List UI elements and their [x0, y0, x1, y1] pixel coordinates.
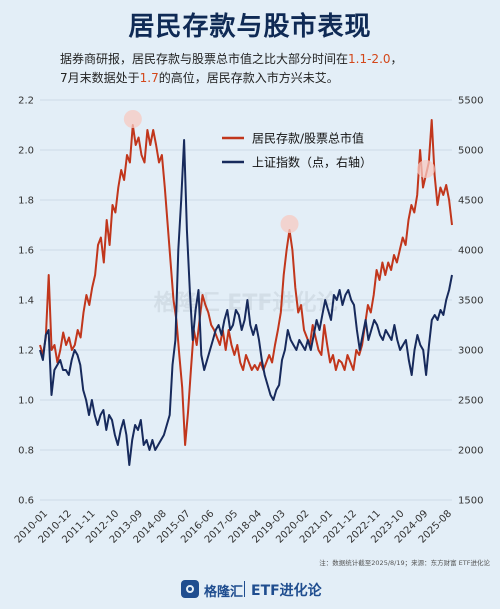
y-left-tick-label: 1.0 [18, 396, 34, 407]
legend-label: 居民存款/股票总市值 [252, 131, 364, 146]
y-right-tick-label: 3000 [458, 346, 483, 357]
y-left-tick-label: 2.0 [18, 146, 34, 157]
subtitle-line2-suffix: 的高位，居民存款入市方兴未艾。 [158, 71, 339, 85]
y-right-tick-label: 3500 [458, 296, 483, 307]
peak-highlight [123, 110, 142, 128]
peak-highlight [280, 215, 299, 233]
series-line-sse-index [39, 139, 453, 466]
brand-etf: ETF进化论 [251, 583, 322, 599]
brand-divider [244, 581, 245, 597]
chart: 0.6 1500 0.8 2000 1.0 2500 1.2 3000 1.4 3500 1.6 40… [13, 96, 484, 546]
subtitle-highlight-range: 1.1-2.0 [348, 52, 391, 66]
y-left-tick-label: 1.4 [18, 296, 34, 307]
series-line-deposit-ratio [39, 119, 453, 446]
page-title: 居民存款与股市表现 [128, 12, 372, 42]
brand-logo-icon [181, 580, 199, 598]
y-right-tick-label: 2500 [458, 396, 483, 407]
y-left-tick-label: 1.8 [18, 196, 34, 207]
y-right-tick-label: 1500 [458, 496, 483, 507]
subtitle-highlight-value: 1.7 [139, 71, 159, 85]
footer-brand: 格隆汇 ETF进化论 [0, 575, 500, 605]
y-left-tick-label: 1.2 [18, 346, 34, 357]
peak-highlight [416, 160, 435, 178]
brand-name: 格隆汇 [204, 585, 244, 600]
y-left-tick-label: 0.8 [18, 446, 34, 457]
y-right-tick-label: 5000 [458, 146, 483, 157]
subtitle: 据券商研报，居民存款与股票总市值之比大部分时间在1.1-2.0， 7月末数据处于… [60, 50, 480, 88]
y-left-tick-label: 2.2 [18, 96, 34, 107]
y-right-tick-label: 5500 [458, 96, 483, 107]
y-left-tick-label: 0.6 [18, 496, 34, 507]
y-left-tick-label: 1.6 [18, 246, 34, 257]
legend-label: 上证指数（点，右轴） [252, 155, 372, 170]
subtitle-line1-suffix: ， [390, 52, 403, 66]
subtitle-line2-prefix: 7月末数据处于 [60, 71, 140, 85]
y-right-tick-label: 4000 [458, 246, 483, 257]
y-right-tick-label: 2000 [458, 446, 483, 457]
y-right-tick-label: 4500 [458, 196, 483, 207]
source-note: 注：数据统计截至2025/8/19；来源：东方财富 ETF进化论 [319, 559, 490, 567]
subtitle-line1-prefix: 据券商研报，居民存款与股票总市值之比大部分时间在 [60, 52, 349, 66]
